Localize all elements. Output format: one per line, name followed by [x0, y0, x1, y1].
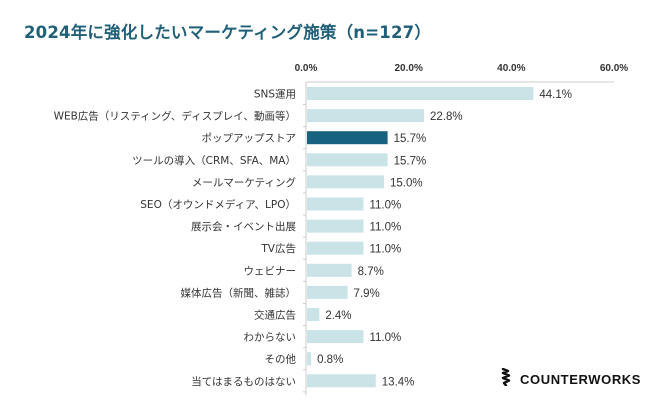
- brand-name: COUNTERWORKS: [520, 371, 642, 387]
- bar: [307, 374, 376, 388]
- category-label: TV広告: [260, 242, 296, 255]
- value-label: 11.0%: [369, 332, 401, 344]
- category-label: WEB広告（リスティング、ディスプレイ、動画等）: [54, 110, 296, 123]
- category-label: わからない: [244, 332, 297, 344]
- bar: [307, 308, 320, 321]
- category-label: 交通広告: [254, 309, 296, 322]
- labels-layer: SNS運用 44.1% WEB広告（リスティング、ディスプレイ、動画等） 22.8% ポ…: [54, 89, 572, 389]
- value-label: 11.0%: [369, 200, 401, 212]
- x-tick-label: 0.0%: [295, 63, 318, 74]
- category-label: ウェビナー: [244, 265, 297, 277]
- value-label: 7.9%: [354, 288, 380, 300]
- x-tick-label: 60.0%: [600, 63, 628, 74]
- bar: [307, 175, 384, 189]
- bar: [307, 109, 425, 123]
- value-label: 15.0%: [390, 177, 423, 189]
- value-label: 8.7%: [358, 266, 384, 278]
- category-label: ツールの導入（CRM、SFA、MA）: [132, 154, 296, 167]
- category-label: 媒体広告（新聞、雑誌）: [181, 286, 297, 299]
- bar: [307, 153, 388, 167]
- x-tick-label: 40.0%: [497, 63, 525, 74]
- value-label: 13.4%: [382, 376, 415, 388]
- value-label: 22.8%: [430, 111, 463, 123]
- brand-logo: COUNTERWORKS: [500, 367, 642, 390]
- bar: [307, 219, 364, 233]
- counterworks-spiral-icon: [500, 367, 512, 390]
- category-label: SNS運用: [254, 89, 296, 101]
- category-label: ポップアップストア: [202, 133, 297, 145]
- bar: [307, 131, 388, 145]
- bar: [307, 241, 364, 255]
- value-label: 11.0%: [369, 244, 401, 256]
- bar: [307, 263, 352, 277]
- chart-title: 2024年に強化したいマーケティング施策（n=127）: [24, 23, 432, 42]
- bar: [307, 352, 312, 366]
- category-label: SEO（オウンドメディア、LPO）: [140, 198, 296, 211]
- value-label: 44.1%: [539, 89, 572, 101]
- category-label: メールマーケティング: [192, 176, 297, 189]
- value-label: 2.4%: [325, 310, 351, 322]
- bar: [307, 197, 364, 211]
- category-label: その他: [265, 353, 297, 366]
- value-label: 15.7%: [394, 133, 427, 145]
- bars-layer: [307, 87, 534, 388]
- bar: [307, 87, 534, 100]
- x-tick-label: 20.0%: [394, 63, 422, 74]
- category-label: 展示会・イベント出展: [191, 220, 296, 233]
- value-label: 11.0%: [369, 222, 401, 234]
- axis-layer: 0.0% 20.0% 40.0% 60.0%: [295, 63, 628, 396]
- value-label: 0.8%: [317, 354, 343, 366]
- bar: [307, 330, 364, 344]
- category-label: 当てはまるものはない: [191, 375, 296, 388]
- value-label: 15.7%: [394, 155, 427, 167]
- bar: [307, 285, 348, 299]
